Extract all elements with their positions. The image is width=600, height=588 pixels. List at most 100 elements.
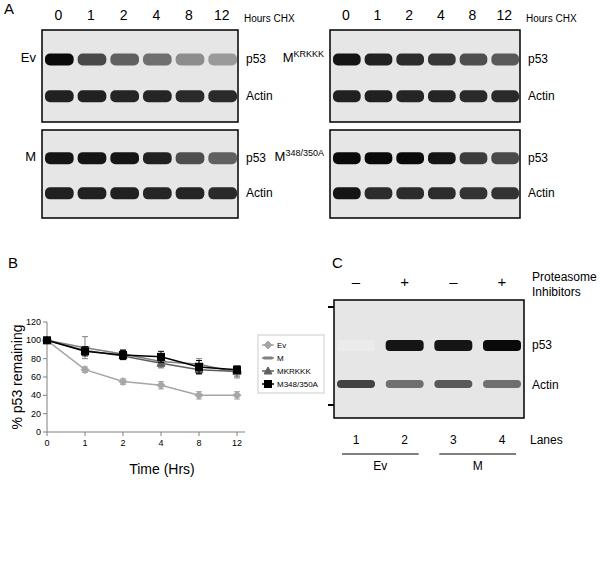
band: [386, 380, 424, 388]
blot-name-base: M: [275, 149, 286, 164]
marker: [196, 363, 203, 370]
panel-label: B: [8, 254, 18, 271]
band: [45, 152, 74, 164]
blot: [42, 30, 238, 122]
treatment-sign: +: [498, 273, 507, 290]
treatment-sign: +: [400, 273, 409, 290]
band: [45, 53, 74, 65]
treatment-line: Inhibitors: [532, 285, 581, 299]
lane-number: 1: [353, 433, 360, 447]
error-bar: [196, 392, 202, 399]
band: [208, 187, 237, 199]
y-tick-label: 0: [36, 427, 41, 437]
blot-name: MKRKKK: [283, 49, 324, 65]
y-tick: [43, 377, 47, 378]
legend-label: MKRKKK: [277, 367, 311, 376]
legend-label: M348/350A: [277, 380, 319, 389]
band: [143, 152, 172, 164]
band: [365, 90, 393, 102]
error-bar: [158, 351, 164, 362]
band: [428, 90, 456, 102]
row-label: Actin: [246, 186, 273, 200]
error-bar: [234, 366, 240, 373]
error-bar: [82, 347, 88, 356]
band: [143, 90, 172, 102]
band: [365, 152, 393, 164]
time-label: 8: [469, 7, 477, 23]
x-tick: [47, 432, 48, 436]
y-tick: [43, 432, 47, 433]
band: [110, 53, 139, 65]
x-tick-label: 2: [120, 438, 125, 448]
treatment-sign: –: [352, 273, 361, 290]
blot-name-base: M: [283, 50, 294, 65]
time-label: 1: [374, 7, 382, 23]
error-bar: [82, 347, 88, 354]
x-tick: [237, 432, 238, 436]
blot-name: Ev: [21, 50, 37, 65]
band: [491, 187, 519, 199]
band: [428, 152, 456, 164]
band: [434, 340, 472, 351]
blot: [42, 130, 238, 218]
series-line: [47, 340, 237, 371]
x-tick: [123, 432, 124, 436]
x-tick-label: 0: [44, 438, 49, 448]
time-label: 2: [405, 7, 413, 23]
band: [491, 152, 519, 164]
legend-marker: [264, 341, 272, 349]
row-label: p53: [246, 151, 266, 165]
error-bar: [120, 350, 126, 359]
band: [491, 90, 519, 102]
band: [434, 380, 472, 388]
band: [143, 53, 172, 65]
y-tick: [43, 358, 47, 359]
group-label: M: [473, 459, 483, 473]
band: [110, 152, 139, 164]
background: [0, 0, 600, 588]
time-label: 4: [152, 7, 160, 23]
treatment-label: ProteasomeInhibitors: [532, 270, 597, 299]
error-bar: [82, 337, 88, 359]
marker: [119, 378, 127, 386]
panel-label: C: [332, 254, 343, 271]
row-label: Actin: [528, 89, 555, 103]
legend-marker: [265, 381, 272, 388]
band: [365, 53, 393, 65]
marker: [195, 391, 203, 399]
band: [428, 53, 456, 65]
legend-marker: [264, 357, 272, 359]
error-bar: [120, 350, 126, 359]
x-tick: [199, 432, 200, 436]
y-tick: [43, 322, 47, 323]
y-tick: [43, 413, 47, 414]
lane-number: 3: [450, 433, 457, 447]
blot-name-base: Ev: [21, 50, 37, 65]
legend-label: M: [277, 354, 284, 363]
blot-name: M348/350A: [275, 148, 324, 164]
band: [45, 187, 74, 199]
blot-name-sup: KRKKK: [293, 49, 324, 59]
error-bar: [158, 382, 164, 389]
y-tick-label: 40: [31, 390, 41, 400]
y-tick-label: 80: [31, 354, 41, 364]
legend-line: [262, 357, 274, 359]
y-tick-label: 60: [31, 372, 41, 382]
panel-label: A: [4, 0, 14, 17]
band: [428, 187, 456, 199]
time-label: 12: [214, 7, 230, 23]
band: [333, 152, 361, 164]
x-tick: [85, 432, 86, 436]
time-unit: Hours CHX: [526, 13, 577, 24]
figure: ABC0124812Hours CHX0124812Hours CHXp53Ac…: [0, 0, 600, 588]
size-marker: [328, 404, 334, 406]
time-label: 0: [54, 7, 62, 23]
size-marker: [328, 306, 334, 308]
x-tick-label: 1: [82, 438, 87, 448]
band: [176, 187, 205, 199]
plot-area: [43, 336, 241, 399]
error-bar: [120, 352, 126, 359]
band: [333, 90, 361, 102]
marker: [43, 336, 51, 343]
group-line: [439, 454, 516, 455]
